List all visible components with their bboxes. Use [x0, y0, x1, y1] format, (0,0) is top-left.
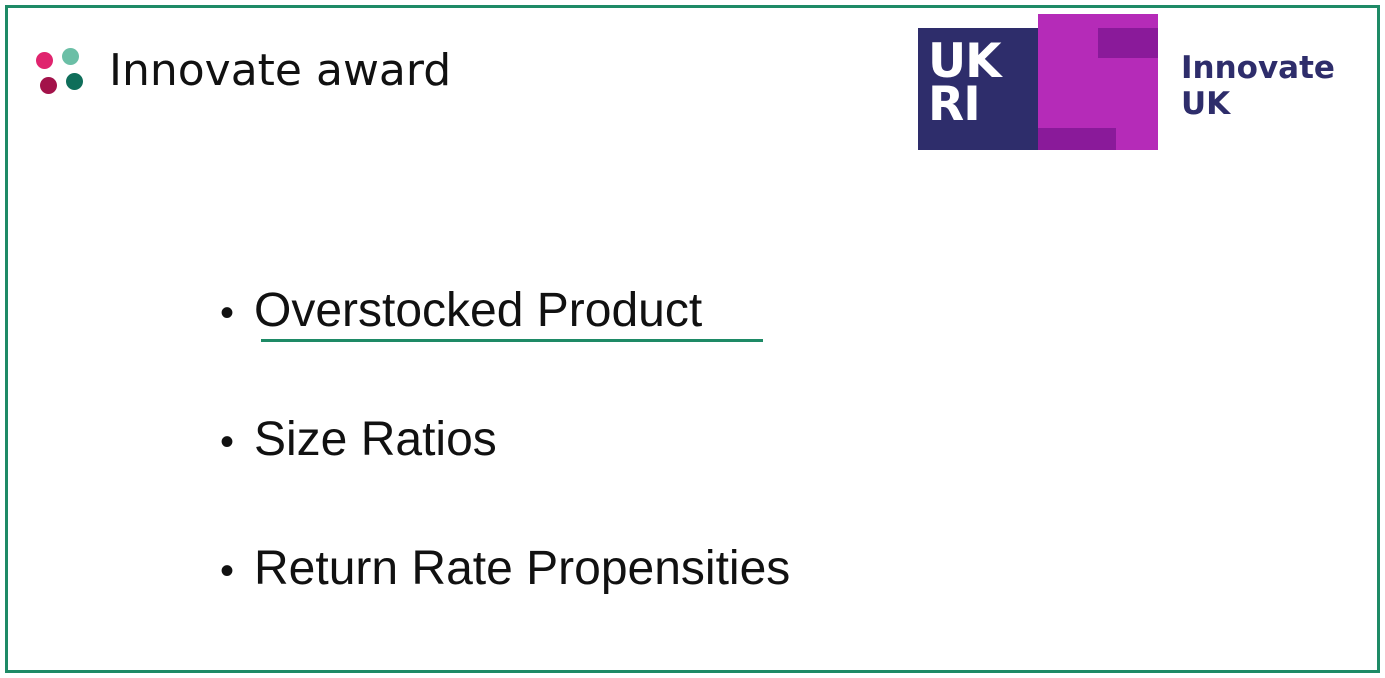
bullet-text: Overstocked Product	[254, 284, 703, 337]
logo-purple-block-bottom	[1038, 128, 1116, 150]
logo-letters-line-1: UK	[928, 34, 1002, 89]
bullet-underline	[261, 339, 763, 342]
logo-text-line-2: UK	[1181, 86, 1231, 122]
logo-letters: UK RI	[928, 34, 1034, 132]
bullet-text: Return Rate Propensities	[254, 542, 791, 595]
dot-teal	[66, 73, 83, 90]
four-dots-icon	[35, 47, 87, 99]
logo-letters-line-2: RI	[928, 77, 981, 132]
bullet-list: • Overstocked Product • Size Ratios • Retur…	[220, 282, 790, 669]
bullet-item: • Size Ratios	[220, 411, 790, 540]
logo-text: Innovate UK	[1181, 50, 1335, 122]
dot-mint	[62, 48, 79, 65]
logo-purple-block-top	[1098, 28, 1158, 58]
logo-navy-block	[918, 28, 1038, 150]
ukri-innovate-uk-logo: UK RI Innovate UK	[918, 14, 1358, 152]
dot-pink	[36, 52, 53, 69]
bullet-mark: •	[220, 420, 235, 464]
bullet-text: Size Ratios	[254, 413, 497, 466]
bullet-item: • Overstocked Product	[220, 282, 790, 411]
dot-crimson	[40, 77, 57, 94]
slide-title: Innovate award	[109, 45, 452, 96]
logo-text-line-1: Innovate	[1181, 50, 1335, 86]
bullet-mark: •	[220, 549, 235, 593]
bullet-mark: •	[220, 291, 235, 335]
bullet-item: • Return Rate Propensities	[220, 540, 790, 669]
